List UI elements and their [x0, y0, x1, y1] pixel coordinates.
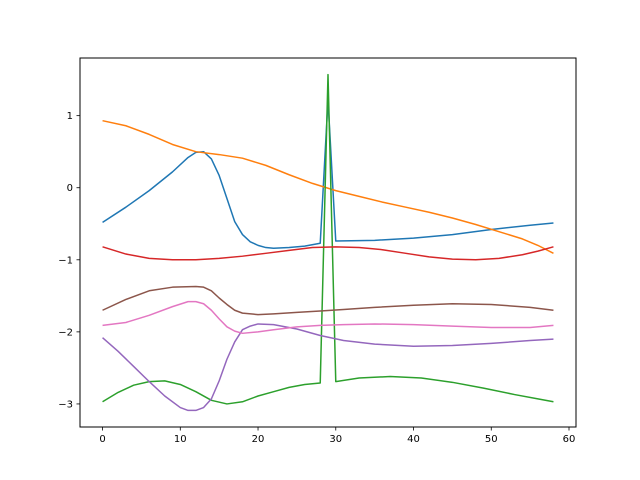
series-line-1 — [102, 99, 554, 250]
x-axis: 0 10 20 30 40 50 60 — [99, 427, 575, 445]
y-axis: −3 −2 −1 0 1 — [58, 111, 80, 410]
x-tick-label: 30 — [329, 434, 342, 445]
series-line-4 — [102, 246, 554, 261]
y-tick-label: 0 — [67, 183, 73, 194]
x-tick-label: 20 — [252, 434, 265, 445]
x-tick-label: 50 — [485, 434, 498, 445]
y-tick-label: −2 — [58, 327, 73, 338]
series-line-5 — [102, 323, 554, 412]
x-tick-label: 0 — [99, 434, 105, 445]
x-tick-label: 60 — [563, 434, 576, 445]
series-line-6 — [102, 285, 554, 316]
series-line-7 — [102, 300, 554, 335]
series-line-3 — [102, 73, 554, 405]
series-layer — [102, 73, 554, 412]
y-tick-label: −3 — [58, 399, 73, 410]
y-tick-label: 1 — [67, 111, 73, 122]
plot-frame — [79, 57, 577, 428]
x-tick-label: 40 — [407, 434, 420, 445]
x-tick-label: 10 — [174, 434, 187, 445]
y-tick-label: −1 — [58, 255, 73, 266]
series-line-2 — [102, 119, 554, 254]
